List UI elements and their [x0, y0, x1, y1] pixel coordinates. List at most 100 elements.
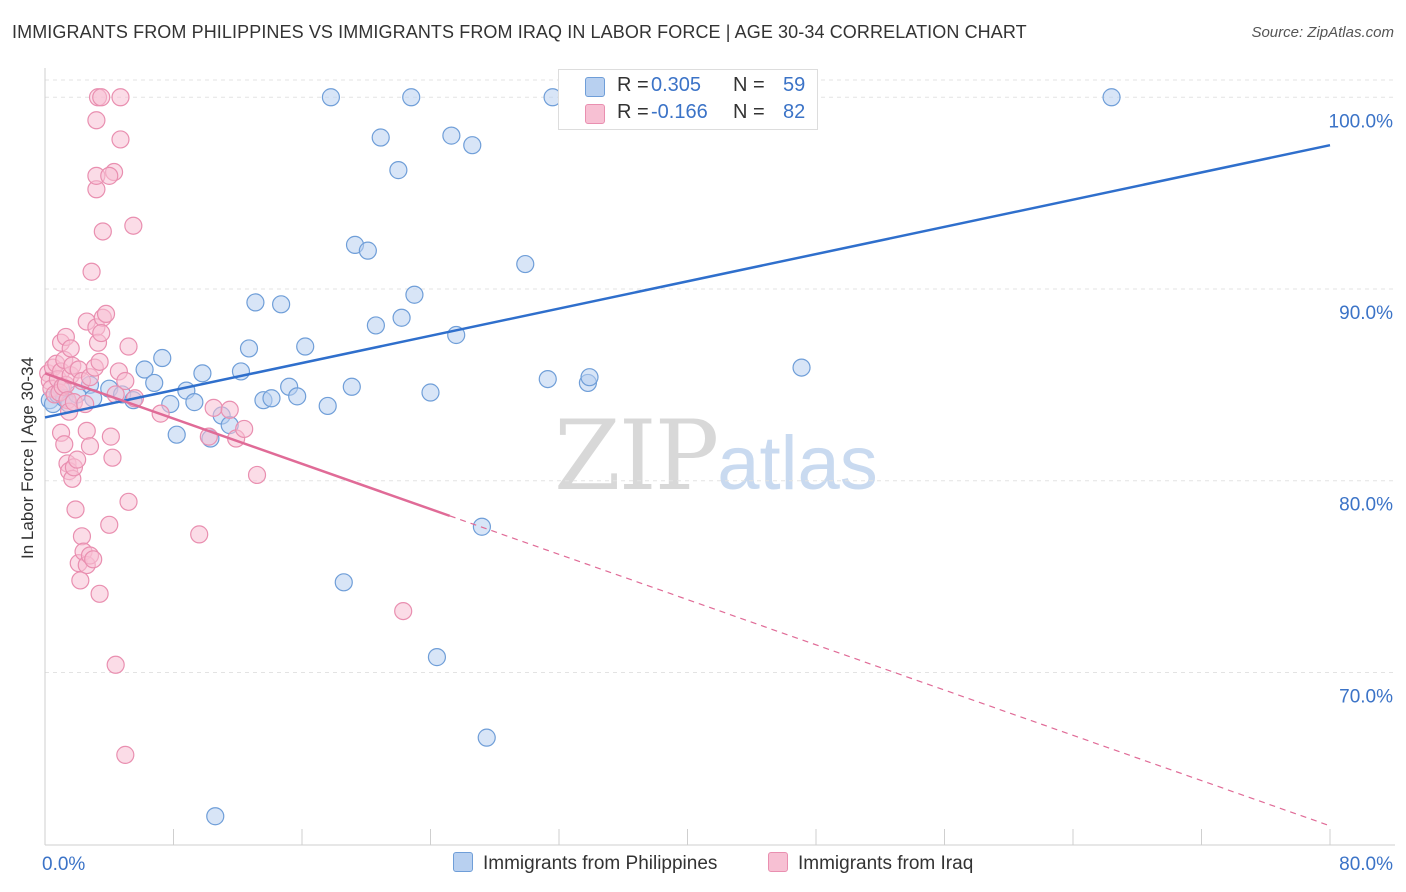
- point-iraq: [77, 421, 96, 440]
- point-iraq: [247, 465, 267, 485]
- point-philippines: [427, 648, 447, 667]
- point-philippines: [334, 573, 353, 592]
- point-philippines: [262, 389, 281, 408]
- point-philippines: [421, 383, 440, 402]
- point-iraq: [80, 437, 100, 456]
- point-iraq: [55, 435, 74, 454]
- point-iraq: [394, 601, 413, 621]
- legend-n-label: N =: [733, 101, 765, 123]
- point-philippines: [296, 337, 315, 356]
- watermark-atlas: atlas: [717, 421, 878, 506]
- point-iraq: [119, 337, 138, 356]
- point-iraq: [111, 130, 130, 149]
- point-iraq: [111, 88, 130, 107]
- point-philippines: [145, 373, 164, 393]
- correlation-legend: R = 0.305 N = 59 R = -0.166 N = 82: [558, 69, 818, 130]
- bottom-legend-philippines: Immigrants from Philippines: [453, 852, 717, 875]
- legend-r-label: R =: [617, 74, 649, 96]
- legend-swatch-iraq: [585, 104, 605, 124]
- x-tick-label: 0.0%: [42, 854, 85, 875]
- point-philippines: [516, 254, 535, 274]
- x-tick-label: 80.0%: [1339, 854, 1393, 875]
- point-philippines: [1102, 88, 1121, 107]
- legend-n-value: 59: [783, 74, 806, 96]
- point-iraq: [116, 745, 135, 764]
- y-tick-label: 80.0%: [1339, 495, 1393, 516]
- point-philippines: [239, 339, 259, 358]
- axes: [44, 68, 1395, 846]
- legend-n-label: N =: [733, 74, 765, 96]
- point-iraq: [71, 571, 90, 590]
- legend-r-value: -0.166: [651, 101, 708, 123]
- point-philippines: [538, 369, 557, 389]
- bottom-legend-iraq: Immigrants from Iraq: [768, 852, 973, 875]
- tick-labels: 70.0% 80.0% 90.0% 100.0% 0.0% 80.0%: [42, 111, 1393, 875]
- trend-lines: [44, 143, 1331, 827]
- point-iraq: [96, 304, 116, 324]
- y-tick-label: 100.0%: [1329, 111, 1394, 132]
- point-iraq: [82, 262, 101, 281]
- y-tick-label: 70.0%: [1339, 686, 1393, 707]
- legend-r-value: 0.305: [651, 74, 702, 96]
- point-philippines: [358, 241, 377, 260]
- point-iraq: [90, 352, 109, 371]
- point-philippines: [272, 295, 291, 314]
- point-philippines: [792, 358, 811, 377]
- point-philippines: [318, 396, 337, 416]
- legend-swatch-philippines: [453, 852, 473, 872]
- point-iraq: [190, 525, 209, 544]
- point-philippines: [135, 360, 154, 379]
- point-iraq: [68, 450, 87, 469]
- point-iraq: [93, 222, 112, 241]
- point-philippines: [389, 161, 408, 180]
- point-iraq: [100, 515, 119, 534]
- point-philippines: [580, 368, 599, 387]
- watermark-zip: ZIP: [554, 400, 719, 512]
- point-philippines: [206, 807, 225, 826]
- point-philippines: [288, 387, 307, 406]
- legend-swatch-philippines: [585, 77, 605, 97]
- trend-line-solid: [44, 372, 451, 518]
- point-philippines: [402, 88, 421, 107]
- point-iraq: [61, 339, 80, 358]
- point-iraq: [92, 88, 111, 107]
- point-philippines: [185, 393, 204, 412]
- point-philippines: [442, 126, 461, 145]
- legend-row-philippines: R = 0.305 N = 59: [559, 72, 817, 102]
- legend-series-name: Immigrants from Philippines: [483, 853, 718, 874]
- source-label: Source: ZipAtlas.com: [1251, 24, 1394, 41]
- point-iraq: [101, 427, 120, 446]
- legend-swatch-iraq: [768, 852, 788, 872]
- point-iraq: [90, 584, 109, 603]
- point-philippines: [477, 728, 496, 747]
- point-iraq: [220, 400, 239, 419]
- trend-line-solid: [44, 143, 1331, 419]
- point-iraq: [116, 371, 135, 391]
- point-iraq: [204, 398, 223, 417]
- legend-series-name: Immigrants from Iraq: [798, 853, 974, 874]
- point-philippines: [463, 136, 482, 155]
- point-iraq: [87, 111, 106, 130]
- point-iraq: [72, 527, 92, 546]
- point-philippines: [405, 285, 424, 304]
- point-philippines: [366, 316, 385, 335]
- point-iraq: [100, 166, 119, 185]
- point-philippines: [371, 128, 390, 147]
- legend-n-value: 82: [783, 101, 806, 123]
- point-iraq: [235, 419, 254, 439]
- legend-row-iraq: R = -0.166 N = 82: [559, 99, 817, 129]
- point-iraq: [124, 216, 143, 235]
- point-philippines: [342, 377, 361, 396]
- point-iraq: [92, 323, 111, 343]
- legend-r-label: R =: [617, 101, 649, 123]
- chart-title: IMMIGRANTS FROM PHILIPPINES VS IMMIGRANT…: [12, 22, 1027, 42]
- point-iraq: [66, 500, 85, 519]
- point-philippines: [246, 293, 265, 312]
- point-philippines: [392, 308, 411, 327]
- trend-line-dashed: [449, 515, 1331, 827]
- point-iraq: [106, 655, 125, 674]
- point-iraq: [119, 492, 138, 511]
- point-iraq: [103, 448, 122, 467]
- point-iraq: [84, 550, 103, 569]
